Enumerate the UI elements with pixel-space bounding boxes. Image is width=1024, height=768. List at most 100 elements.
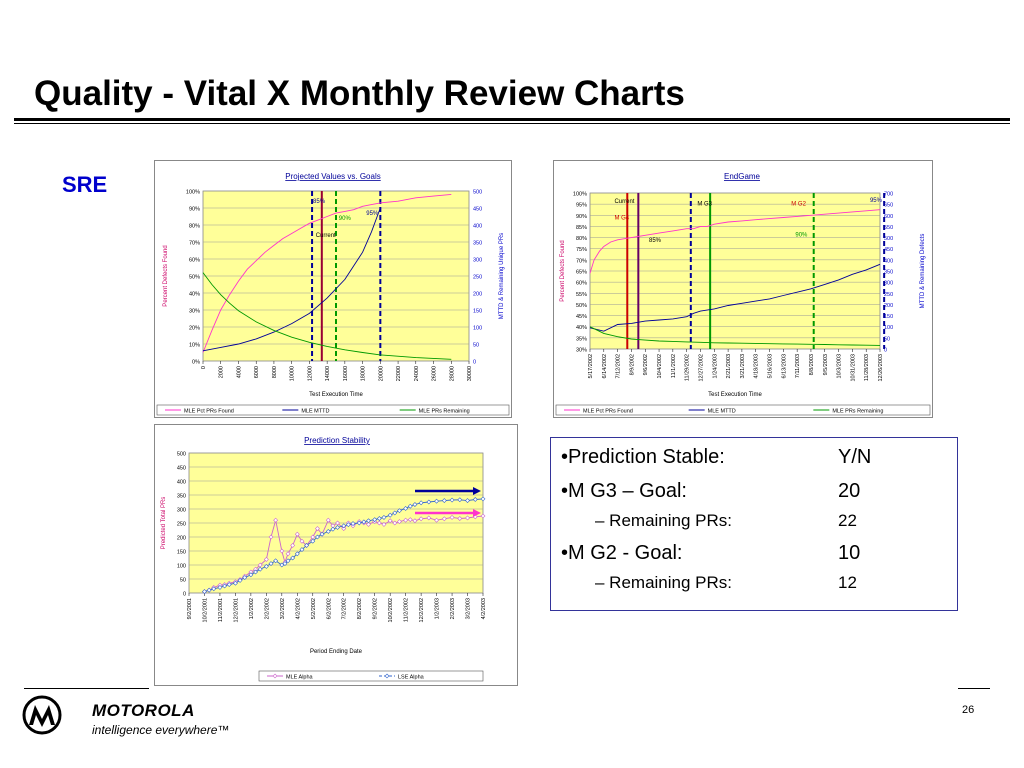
data-point [330,526,336,532]
summary-label-3: •M G2 - Goal: [561,542,683,564]
data-point [449,497,455,503]
x-tick-label: 7/12/2002 [616,354,622,378]
data-point [279,562,285,568]
data-point [381,514,387,520]
x-tick-label: 4/18/2003 [754,354,760,378]
x-tick-label: 6/14/2002 [602,354,608,378]
y-axis-label: Predicted Total PRs [161,497,167,550]
y2-tick-label: 600 [884,214,893,220]
y2-tick-label: 0 [884,348,887,354]
x-tick-label: 12000 [307,366,313,381]
legend-marker [384,673,390,679]
y2-tick-label: 400 [473,224,482,230]
y-tick-label: 55% [576,292,587,298]
series-line-2 [589,326,881,346]
data-point [366,518,371,524]
data-point [294,551,300,557]
y2-tick-label: 400 [884,258,893,264]
x-tick-label: 4/2/2002 [295,598,301,619]
y-tick-label: 80% [576,236,587,242]
data-point [304,542,310,548]
x-tick-label: 4000 [236,366,242,378]
y-tick-label: 35% [576,336,587,342]
y2-tick-label: 350 [884,270,893,276]
prediction-stability-svg: Prediction Stability 0 50 100 150 200 250 300 35… [161,436,487,682]
x-tick-label: 10/2/2002 [388,598,394,622]
x-tick-label: 0 [201,366,207,369]
data-point [248,572,254,578]
arrow-head-blue [473,487,481,495]
data-point [372,517,378,523]
series-line-2 [202,272,452,360]
y2-axis-label: MTTD & Remaining Defects [920,234,926,309]
data-point [434,517,440,523]
y-tick-label: 100% [573,192,587,198]
legend-label: MLE MTTD [708,409,736,415]
projected-values-svg: Projected Values vs. Goals 0% 10% 20% 30% 40%… [156,172,510,416]
y-tick-label: 90% [576,214,587,220]
data-point [465,498,470,504]
motorola-batwing-icon [22,695,62,735]
data-point [232,580,238,586]
data-point [457,497,463,503]
y2-tick-label: 250 [473,275,482,281]
summary-box: •Prediction Stable: Y/N •M G3 – Goal: 20… [550,437,958,611]
x-tick-label: 11/29/2002 [685,354,691,381]
data-point [257,566,263,572]
x-tick-label: 12/2/2001 [233,598,239,622]
x-tick-label: 12/27/2002 [698,354,704,382]
y2-tick-label: 550 [884,225,893,231]
data-point [315,534,320,540]
projected-values-chart: Projected Values vs. Goals 0% 10% 20% 30% 40%… [154,160,512,418]
x-tick-label: 18000 [361,366,367,381]
x-tick-label: 26000 [432,366,438,381]
x-tick-label: 5/17/2002 [588,354,594,378]
data-point [441,498,447,504]
x-tick-label: 28000 [449,366,455,381]
page-number: 26 [962,704,975,716]
data-point [434,498,440,504]
data-point [480,496,486,502]
y2-tick-label: 500 [884,236,893,242]
y2-tick-label: 450 [473,207,482,213]
data-point [465,515,470,521]
y-tick-label: 50 [180,578,186,584]
data-point [361,519,367,525]
annotation: 90% [339,216,352,222]
data-point [242,575,248,581]
x-tick-label: 10000 [290,366,296,381]
legend-label: LSE Alpha [398,675,425,681]
x-tick-label: 11/2/2002 [404,598,410,622]
y2-tick-label: 0 [473,360,476,366]
data-point [285,558,291,564]
data-point [472,497,478,502]
y2-tick-label: 100 [884,325,893,331]
x-tick-label: 10/4/2002 [657,354,663,378]
x-tick-label: 24000 [414,366,420,381]
data-point [282,561,288,567]
x-tick-label: 1/2/2002 [249,598,255,619]
data-point [273,517,279,523]
x-tick-label: 5/16/2003 [768,354,774,378]
footer-divider-left [24,688,149,689]
y-tick-label: 80% [189,224,200,230]
data-point [237,577,243,583]
data-point [376,520,382,526]
x-tick-label: 9/6/2002 [643,354,649,375]
data-point [341,526,347,532]
annotation: 95% [870,198,883,204]
x-tick-label: 1/24/2003 [712,354,718,378]
x-axis-label: Period Ending Date [310,649,363,655]
data-point [268,561,274,567]
y2-tick-label: 450 [884,247,893,253]
y-tick-label: 30% [576,348,587,354]
summary-value-3: 10 [838,542,861,564]
annotation: 90% [795,232,808,238]
y-tick-label: 100% [186,190,200,196]
series-line-0 [204,515,484,593]
data-point [418,516,424,522]
legend-label: MLE PRs Remaining [419,409,470,415]
data-point [226,582,232,588]
y-tick-label: 75% [576,247,587,253]
x-tick-label: 30000 [467,366,473,381]
